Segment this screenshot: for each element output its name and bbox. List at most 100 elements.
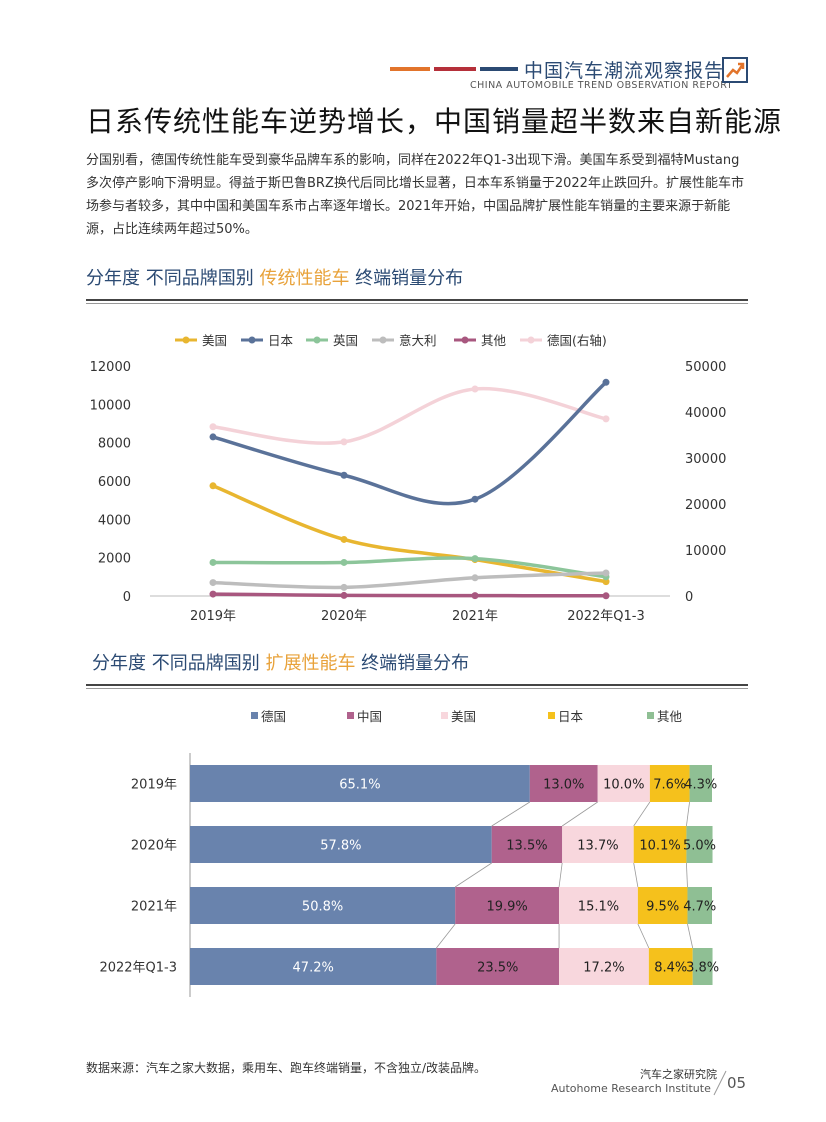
bar-data-label: 10.0% bbox=[603, 778, 644, 793]
section2-title-pre: 分年度 不同品牌国别 bbox=[92, 653, 266, 674]
series-connector-line bbox=[491, 801, 531, 827]
legend-swatch-marker bbox=[379, 336, 387, 344]
legend-item: 美国 bbox=[441, 709, 476, 724]
series-connector-line bbox=[558, 862, 563, 888]
legend-swatch bbox=[251, 712, 258, 719]
bar-segment-德国 bbox=[190, 765, 530, 802]
series-其他 bbox=[209, 590, 610, 600]
legend-swatch bbox=[647, 712, 654, 719]
series-connector-line bbox=[637, 923, 650, 949]
legend-item: 英国 bbox=[306, 333, 358, 348]
section1-divider bbox=[86, 299, 748, 304]
bar-segment-美国 bbox=[559, 887, 638, 924]
data-point bbox=[602, 592, 610, 600]
data-point bbox=[209, 433, 217, 441]
section1-title-pre: 分年度 不同品牌国别 bbox=[86, 268, 260, 289]
bar-segment-中国 bbox=[491, 826, 563, 863]
series-line bbox=[211, 380, 608, 506]
data-point bbox=[471, 555, 479, 563]
legend-swatch-marker bbox=[182, 336, 190, 344]
line-chart: 0 2000 4000 6000 8000 10000 12000 0 10000 20000 30… bbox=[90, 333, 727, 624]
legend-item: 意大利 bbox=[372, 333, 437, 348]
legend-label: 意大利 bbox=[399, 333, 437, 348]
series-德国(右轴) bbox=[209, 385, 610, 446]
series-connector-line bbox=[633, 862, 639, 888]
bar-segment-其他 bbox=[689, 765, 712, 802]
data-point bbox=[340, 583, 348, 591]
data-point bbox=[209, 590, 217, 598]
bar-data-label: 8.4% bbox=[654, 961, 687, 976]
legend-label: 美国 bbox=[451, 709, 476, 724]
x-axis-tick-label: 2022年Q1-3 bbox=[567, 609, 645, 624]
y-axis-tick-label: 10000 bbox=[90, 398, 131, 413]
header-bar-blue bbox=[480, 67, 518, 71]
bar-segment-中国 bbox=[529, 765, 598, 802]
trend-chart-icon bbox=[722, 57, 748, 83]
series-connector-line bbox=[633, 801, 651, 827]
bar-data-label: 65.1% bbox=[339, 778, 380, 793]
bar-segment-其他 bbox=[692, 948, 713, 985]
legend-swatch-marker bbox=[461, 336, 469, 344]
y2-axis-tick-label: 50000 bbox=[685, 360, 726, 375]
data-point bbox=[340, 591, 348, 599]
series-line bbox=[211, 592, 608, 598]
bar-segment-其他 bbox=[686, 826, 713, 863]
series-line bbox=[211, 484, 608, 584]
y-axis-tick-label: 2020年 bbox=[131, 839, 177, 854]
legend-swatch-marker bbox=[527, 336, 535, 344]
legend-item: 美国 bbox=[175, 333, 227, 348]
legend-label: 美国 bbox=[202, 333, 227, 348]
data-point bbox=[471, 385, 479, 393]
report-subtitle: CHINA AUTOMOBILE TREND OBSERVATION REPOR… bbox=[470, 80, 733, 91]
y-axis-tick-label: 2022年Q1-3 bbox=[99, 961, 177, 976]
section1-title-highlight: 传统性能车 bbox=[259, 268, 350, 289]
data-point bbox=[602, 415, 610, 423]
legend-swatch-marker bbox=[313, 336, 321, 344]
bar-data-label: 13.7% bbox=[577, 839, 618, 854]
bar-data-label: 13.5% bbox=[506, 839, 547, 854]
series-connector-line bbox=[687, 923, 694, 949]
legend-label: 其他 bbox=[657, 709, 683, 724]
y-axis-tick-label: 2021年 bbox=[131, 900, 177, 915]
data-point bbox=[340, 471, 348, 479]
series-connector-line bbox=[686, 801, 690, 827]
data-point bbox=[602, 569, 610, 577]
data-point bbox=[340, 535, 348, 543]
data-point bbox=[471, 574, 479, 582]
y-axis-tick-label: 0 bbox=[123, 590, 131, 605]
legend-item: 其他 bbox=[647, 709, 683, 724]
data-point bbox=[471, 495, 479, 503]
page-slash-divider bbox=[713, 1070, 727, 1096]
series-意大利 bbox=[209, 569, 610, 591]
bar-data-label: 13.0% bbox=[543, 778, 584, 793]
legend-swatch bbox=[441, 712, 448, 719]
section1-title-post: 终端销量分布 bbox=[349, 268, 464, 289]
bar-segment-德国 bbox=[190, 948, 437, 985]
legend-label: 英国 bbox=[333, 333, 358, 348]
bar-data-label: 17.2% bbox=[583, 961, 624, 976]
bar-segment-其他 bbox=[687, 887, 712, 924]
legend-item: 日本 bbox=[548, 709, 584, 724]
bar-segment-日本 bbox=[637, 887, 688, 924]
x-axis-tick-label: 2020年 bbox=[321, 609, 367, 624]
section2-title-highlight: 扩展性能车 bbox=[265, 653, 356, 674]
y-axis-tick-label: 2019年 bbox=[131, 778, 177, 793]
bar-segment-美国 bbox=[559, 948, 649, 985]
bar-data-label: 4.3% bbox=[684, 778, 717, 793]
data-point bbox=[209, 558, 217, 566]
data-point bbox=[471, 592, 479, 600]
bar-segment-日本 bbox=[649, 765, 690, 802]
legend-swatch bbox=[548, 712, 555, 719]
legend-item: 日本 bbox=[241, 333, 294, 348]
bar-data-label: 3.8% bbox=[686, 961, 719, 976]
bar-segment-日本 bbox=[648, 948, 693, 985]
bar-segment-日本 bbox=[633, 826, 687, 863]
series-line bbox=[211, 571, 608, 590]
legend-item: 其他 bbox=[454, 333, 507, 348]
footer-org-en: Autohome Research Institute bbox=[551, 1082, 711, 1095]
legend-swatch-marker bbox=[248, 336, 256, 344]
series-line bbox=[211, 386, 608, 445]
header-bar-red bbox=[434, 67, 476, 71]
stacked-bar-chart: 德国 中国 美国 日本 其他 2019年 65.1% 13.0% 10.0% 7.6%4.3% 20… bbox=[99, 709, 719, 997]
legend-label: 日本 bbox=[268, 333, 294, 348]
